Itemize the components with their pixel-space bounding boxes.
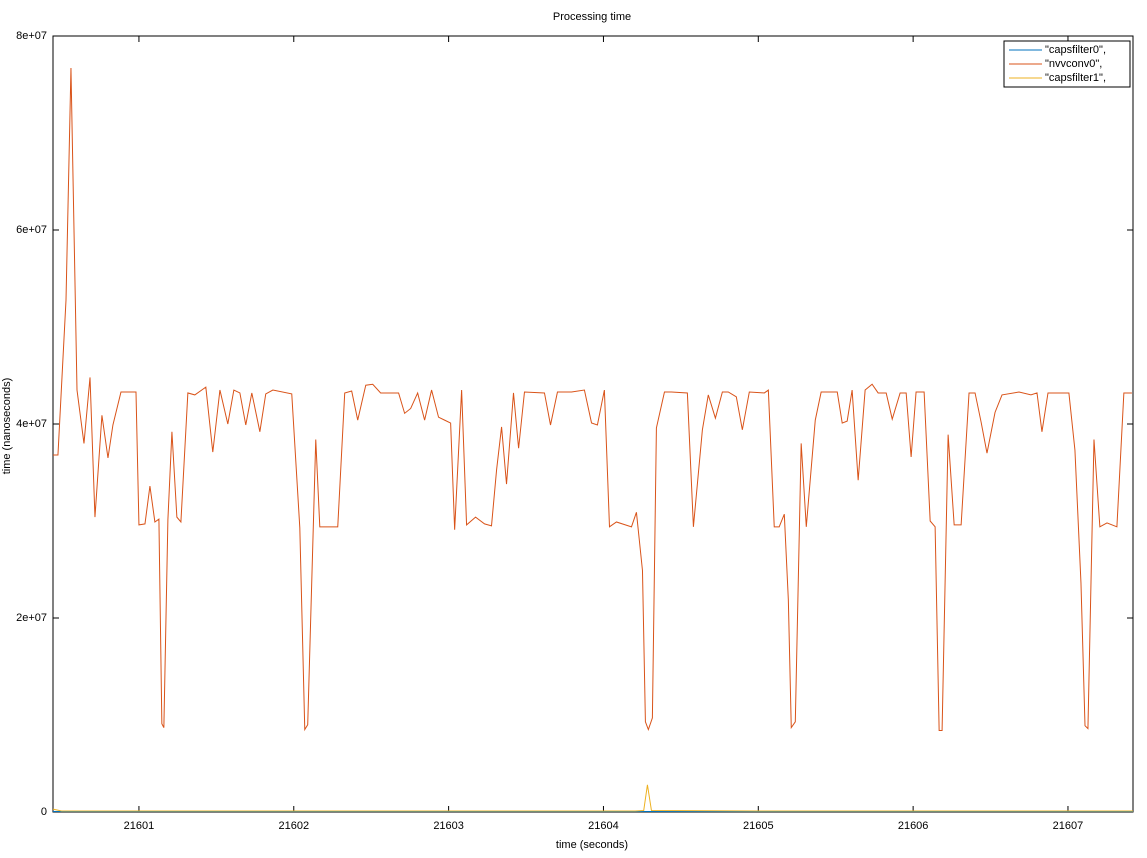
y-tick-label: 4e+07: [16, 418, 47, 430]
legend-label: "nvvconv0",: [1045, 58, 1102, 70]
x-tick-label: 21606: [898, 820, 929, 832]
x-axis-label: time (seconds): [556, 839, 628, 851]
series-line: [53, 67, 1132, 732]
x-tick-label: 21602: [278, 820, 309, 832]
x-tick-label: 21601: [124, 820, 155, 832]
legend-label: "capsfilter1",: [1045, 72, 1106, 84]
x-tick-label: 21603: [433, 820, 464, 832]
chart-title: Processing time: [553, 11, 631, 23]
legend-label: "capsfilter0",: [1045, 44, 1106, 56]
y-tick-label: 0: [41, 806, 47, 818]
y-axis-label: time (nanoseconds): [1, 378, 13, 475]
series-line: [52, 784, 1133, 812]
y-tick-label: 6e+07: [16, 224, 47, 236]
x-tick-label: 21605: [743, 820, 774, 832]
y-tick-label: 8e+07: [16, 30, 47, 42]
x-tick-label: 21607: [1053, 820, 1084, 832]
y-tick-label: 2e+07: [16, 612, 47, 624]
x-tick-label: 21604: [588, 820, 619, 832]
